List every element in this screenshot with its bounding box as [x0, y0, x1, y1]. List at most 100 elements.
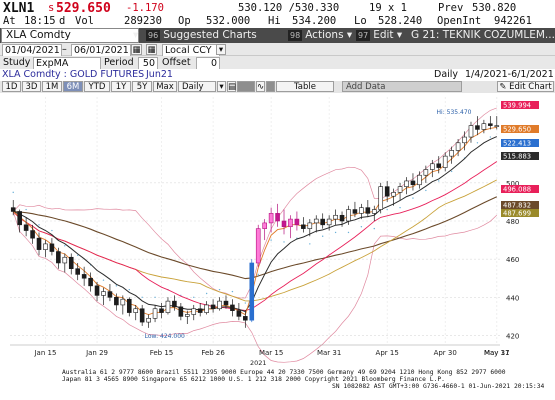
period-button[interactable]: 5Y — [132, 81, 152, 92]
sar-dot — [399, 206, 401, 209]
suggested-charts-button[interactable]: 96 Suggested Charts — [142, 29, 261, 42]
footer-contacts-1: Australia 61 2 9777 8600 Brazil 5511 239… — [62, 369, 506, 376]
open-interest-label: OpenInt — [437, 15, 482, 27]
bar-chart-icon[interactable]: ▤ — [227, 81, 237, 92]
x-tick-label: Apr 30 — [434, 349, 457, 357]
period-button[interactable]: Max — [153, 81, 177, 92]
y-tick-label: 460 — [506, 256, 519, 264]
ticker-symbol[interactable]: XLN1 — [3, 1, 35, 16]
sar-dot — [476, 142, 479, 144]
last-price: 529.650 — [56, 1, 111, 16]
period-label: Period — [104, 57, 134, 68]
candle-body — [430, 163, 435, 170]
calendar-icon[interactable]: ▦ — [146, 44, 157, 55]
edit-chart-button[interactable]: ✎ Edit Chart — [497, 81, 554, 92]
candle-body — [36, 237, 42, 250]
actions-menu[interactable]: 98 Actions ▾ — [288, 29, 353, 41]
open-label: Op — [178, 15, 191, 27]
candle-body — [326, 218, 332, 226]
candle-body — [178, 306, 184, 317]
bid-ask-size: 19 x 1 — [369, 2, 407, 14]
add-data-input[interactable]: Add Data — [342, 81, 462, 92]
vol-label: Vol — [75, 15, 94, 27]
candle-body — [313, 218, 319, 224]
last-time: 18:15 — [24, 15, 56, 27]
candle-body — [423, 169, 429, 176]
prev-close: 530.820 — [472, 2, 517, 14]
line-chart-icon[interactable]: ∿ — [256, 81, 265, 92]
candle-body — [197, 308, 203, 313]
sar-dot — [438, 180, 440, 182]
draw-tool-icon[interactable] — [266, 81, 275, 92]
x-tick-label: Mar 31 — [317, 349, 341, 357]
volume: 289230 — [124, 15, 162, 27]
period-button[interactable]: 1M — [42, 81, 62, 92]
y-tick-label: 480 — [506, 218, 519, 226]
chart-grid — [10, 97, 500, 345]
period-button-active[interactable]: 6M — [63, 81, 83, 92]
edit-label: Edit — [373, 29, 394, 41]
candle-body — [288, 218, 293, 228]
dropdown-arrow-icon[interactable]: ▾ — [133, 29, 138, 42]
ema-50-line — [13, 196, 498, 280]
candle-body — [10, 207, 16, 212]
frequency-label: Daily — [434, 69, 459, 80]
candle-body — [333, 214, 338, 220]
sar-dot — [38, 224, 40, 226]
period-button[interactable]: YTD — [84, 81, 110, 92]
security-field[interactable]: XLA Comdty — [1, 28, 139, 43]
candle-body — [359, 207, 364, 214]
calendar-icon[interactable]: ▦ — [131, 44, 142, 55]
frequency-select[interactable]: Daily — [178, 81, 216, 92]
sar-dot — [321, 235, 324, 237]
edit-menu[interactable]: 97 Edit ▾ — [356, 29, 403, 41]
candle-body — [307, 222, 313, 229]
moving-averages — [12, 126, 498, 316]
candle-body — [397, 186, 403, 193]
candlestick-icon[interactable] — [237, 81, 255, 92]
candle-body — [204, 304, 209, 313]
table-button[interactable]: Table — [276, 81, 334, 92]
price-tag — [501, 185, 539, 193]
candle-body — [281, 220, 287, 228]
price-chart[interactable]: 420 440 460 480 500 Jan 15 Jan 29 Feb 15 Feb 26… — [0, 93, 555, 368]
chevron-down-icon[interactable]: ▾ — [216, 44, 226, 55]
candle-body — [114, 297, 119, 306]
candle-body — [223, 300, 229, 306]
candle-body — [68, 256, 74, 269]
period-button[interactable]: 1Y — [111, 81, 131, 92]
time-suffix: d — [59, 15, 66, 27]
actions-label: Actions — [305, 29, 344, 41]
candle-body — [43, 243, 48, 250]
candle-body — [88, 277, 93, 287]
candle-body — [17, 211, 22, 226]
date-axis: Jan 15 Jan 29 Feb 15 Feb 26 Mar 15 Mar 31 Apr … — [10, 344, 510, 367]
period-button[interactable]: 1D — [2, 81, 21, 92]
chevron-down-icon[interactable]: ▾ — [217, 81, 226, 92]
chart-title[interactable]: G 21: TEKNIK COZUMLEM... — [411, 29, 555, 41]
price-tag-label: 515.883 — [503, 153, 531, 161]
candle-body — [139, 308, 145, 323]
low-annotation: Low: 424.000 — [145, 333, 185, 340]
sar-dot — [386, 208, 388, 211]
x-tick-label: Mar 15 — [259, 349, 283, 357]
open-price: 532.000 — [206, 15, 251, 27]
y-tick-label: 420 — [506, 332, 519, 340]
sar-dot — [64, 245, 66, 247]
y-tick-label: 440 — [506, 294, 519, 302]
candle-body — [391, 192, 396, 197]
sar-dot — [12, 191, 14, 194]
chart-toolbar: 1D 3D 1M 6M YTD 1Y 5Y Max Daily ▾ ▤ ∿ Ta… — [0, 81, 555, 93]
sar-dot — [334, 231, 337, 234]
last-prefix: s — [48, 2, 55, 14]
candle-body — [120, 298, 126, 306]
actions-num: 98 — [288, 30, 303, 41]
candle-body — [217, 300, 222, 310]
date-range-label: 1/4/2021-6/1/2021 — [465, 69, 554, 80]
low-label: Lo — [354, 15, 367, 27]
period-button[interactable]: 3D — [22, 81, 41, 92]
time-label: At — [3, 15, 16, 27]
candle-body — [133, 308, 139, 313]
study-bar: Study ExpMA Period 50 Offset 0 — [0, 56, 555, 70]
